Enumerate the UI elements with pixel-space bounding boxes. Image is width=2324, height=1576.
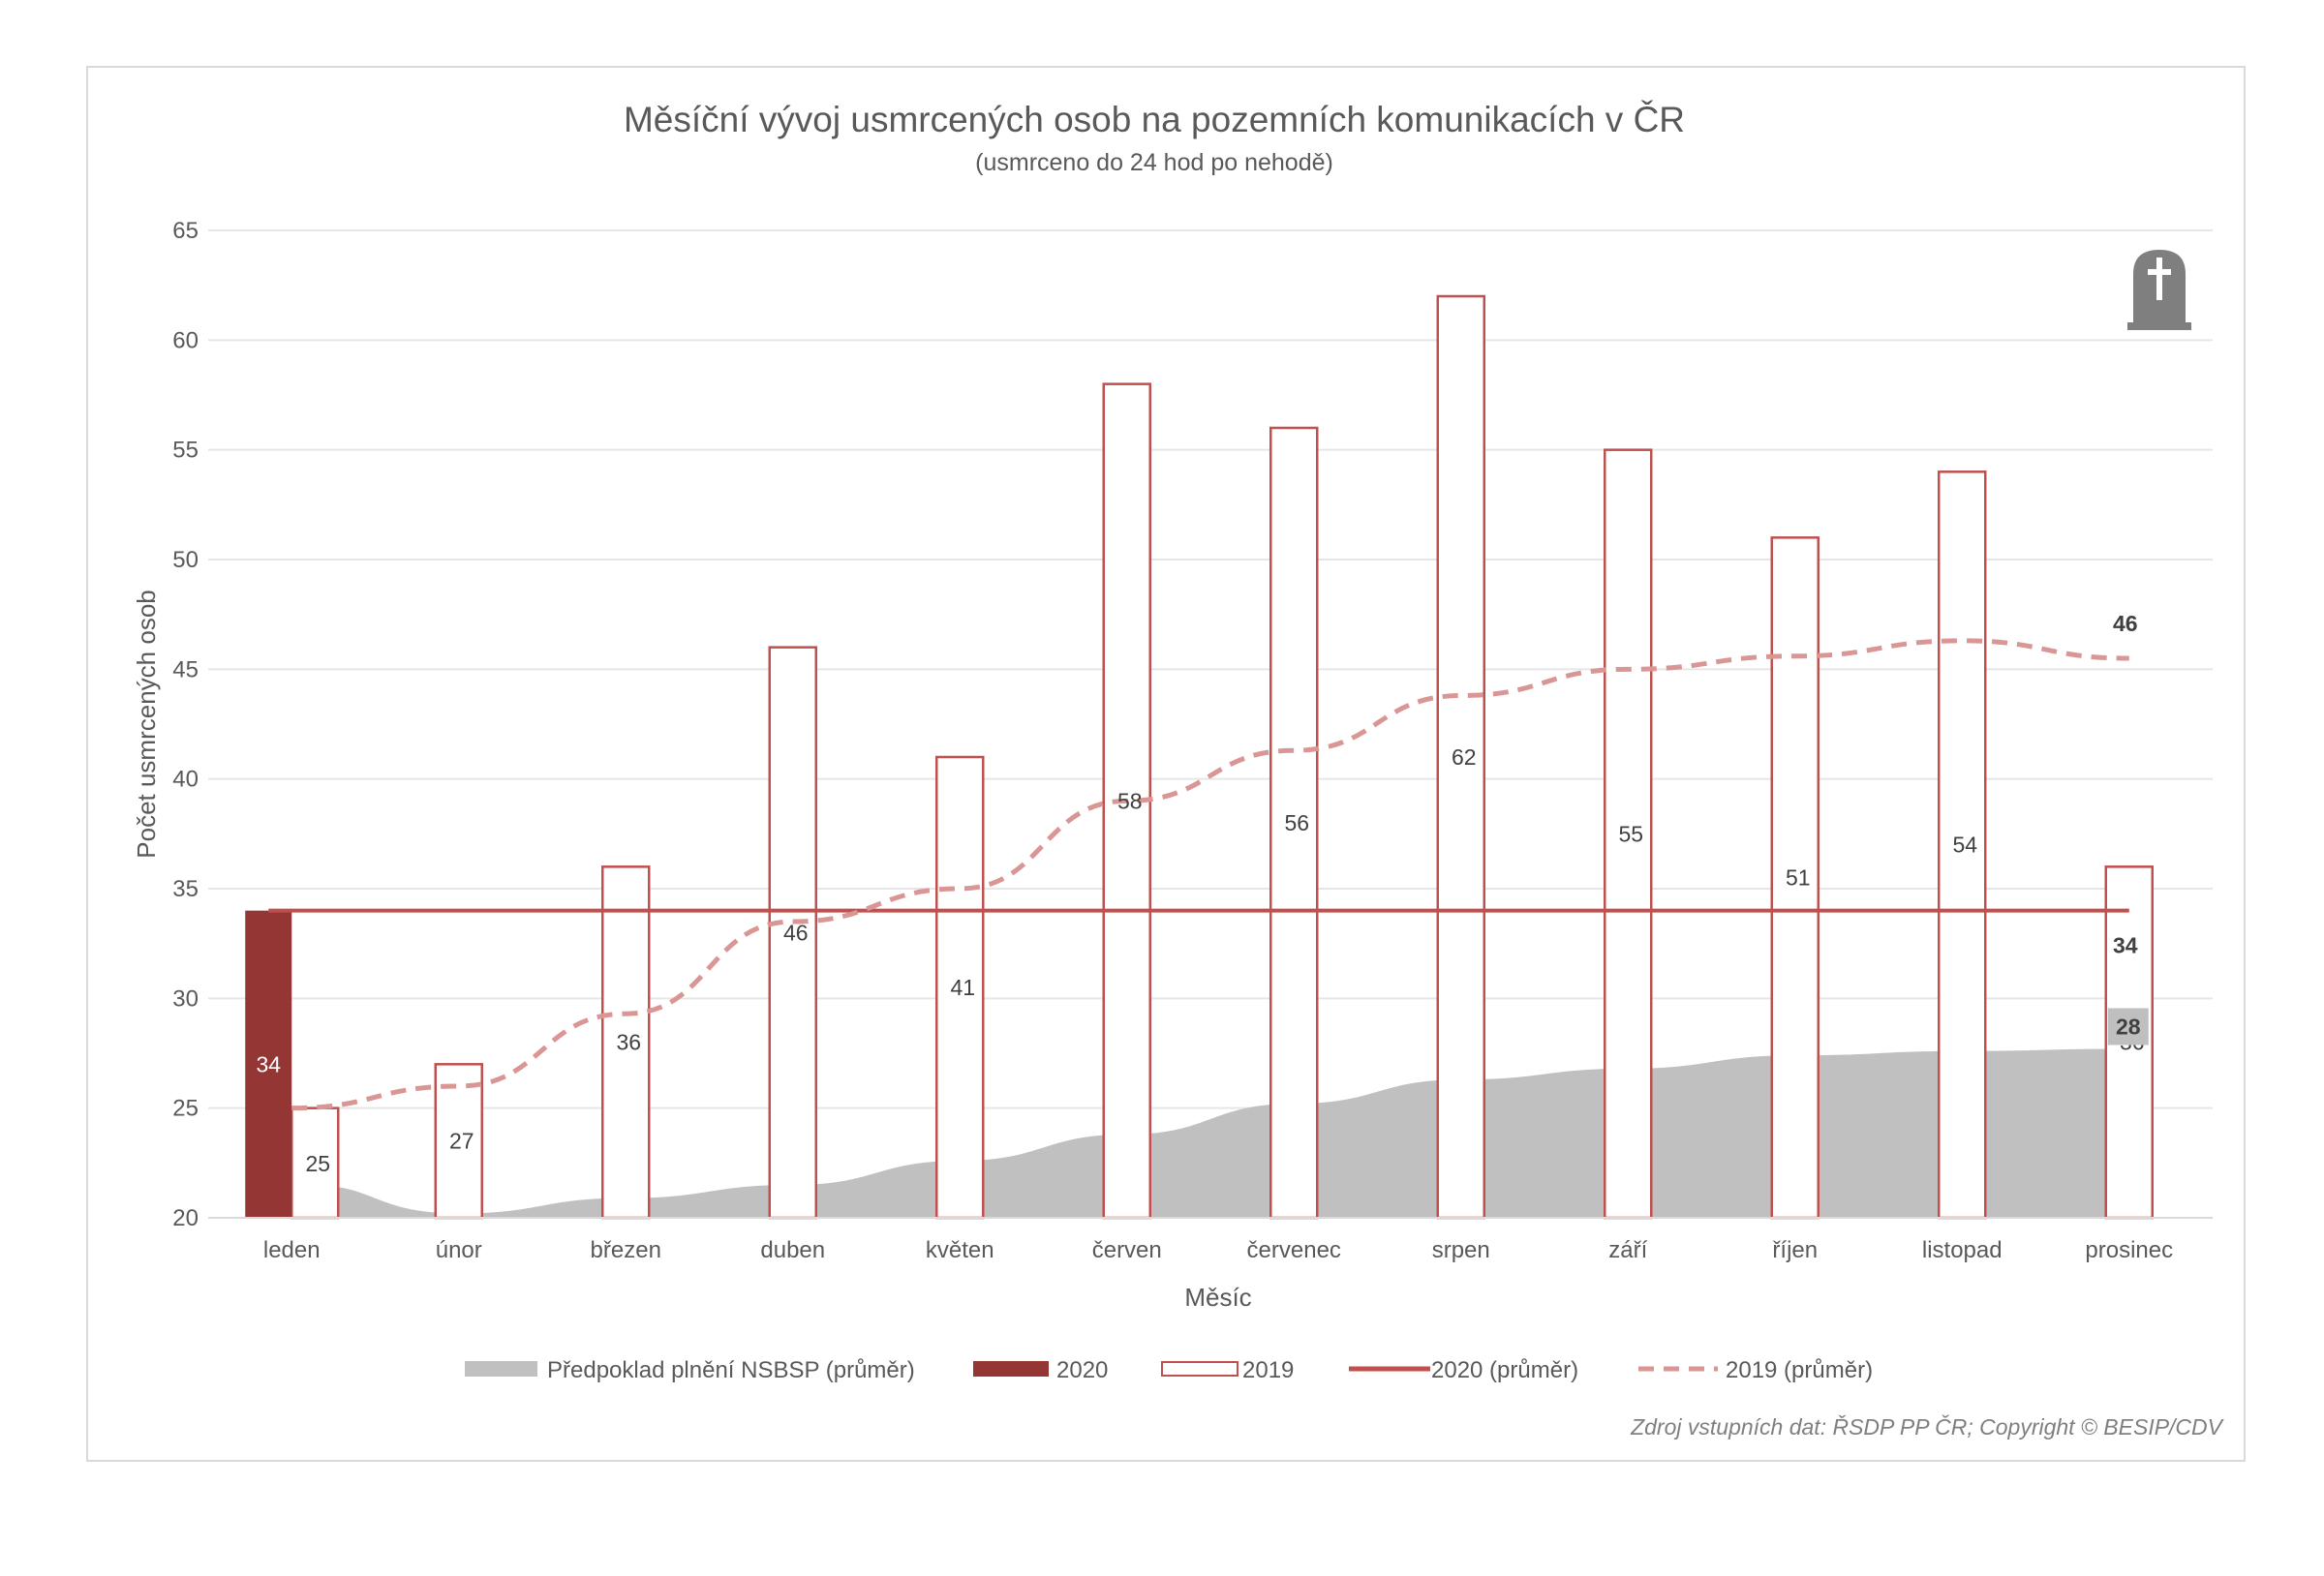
gravestone-icon xyxy=(2127,250,2191,330)
y-tick-label: 50 xyxy=(172,547,199,573)
gravestone-base xyxy=(2127,322,2191,330)
label-2019-listopad: 54 xyxy=(1952,833,1977,858)
y-tick-label: 65 xyxy=(172,218,199,244)
label-2019-květen: 41 xyxy=(950,975,975,1000)
y-tick-label: 55 xyxy=(172,438,199,464)
legend-swatch xyxy=(973,1361,1049,1377)
bars-2020 xyxy=(245,910,292,1218)
x-tick-březen: březen xyxy=(591,1237,661,1263)
chart-subtitle: (usmrceno do 24 hod po nehodě) xyxy=(975,149,1333,176)
label-2019-leden: 25 xyxy=(305,1151,330,1176)
area-nsbsp xyxy=(311,1048,2153,1218)
end-label-nsbsp: 28 xyxy=(2116,1014,2141,1039)
x-tick-září: září xyxy=(1608,1237,1647,1263)
y-tick-label: 35 xyxy=(172,876,199,902)
bar-2019-srpen xyxy=(1436,294,1485,1220)
chart-title: Měsíční vývoj usmrcených osob na pozemní… xyxy=(624,100,1685,139)
legend-item-2: 2020 xyxy=(973,1357,1108,1383)
label-2019-duben: 46 xyxy=(783,920,809,945)
x-tick-listopad: listopad xyxy=(1922,1237,2003,1263)
y-tick-label: 45 xyxy=(172,656,199,682)
bar-2020-leden xyxy=(245,910,292,1218)
legend-swatch xyxy=(465,1361,537,1377)
bar-2019-září xyxy=(1604,448,1653,1220)
end-label-2020-avg: 34 xyxy=(2113,933,2138,958)
label-2019-březen: 36 xyxy=(616,1030,641,1055)
label-2019-říjen: 51 xyxy=(1786,865,1811,891)
label-2019-září: 55 xyxy=(1618,821,1643,846)
y-tick-label: 30 xyxy=(172,985,199,1012)
x-tick-únor: únor xyxy=(436,1237,482,1263)
line-2019-avg xyxy=(291,638,2129,1111)
x-tick-srpen: srpen xyxy=(1432,1237,1490,1263)
end-label-2019-avg: 46 xyxy=(2113,611,2138,636)
label-2019-červenec: 56 xyxy=(1284,810,1309,835)
y-tick-label: 60 xyxy=(172,327,199,353)
bars-2019 xyxy=(290,294,2154,1220)
legend-label: 2020 xyxy=(1056,1357,1108,1383)
legend-label: 2019 xyxy=(1242,1357,1294,1383)
bar-2019-květen xyxy=(935,755,985,1220)
label-2019-únor: 27 xyxy=(449,1129,474,1154)
cross-horizontal xyxy=(2148,269,2171,275)
bar-2019-listopad xyxy=(1938,470,1987,1220)
legend-item-5: 2019 (průměr) xyxy=(1638,1357,1873,1383)
end-label-nsbsp-box xyxy=(2107,1008,2149,1046)
x-tick-červenec: červenec xyxy=(1247,1237,1341,1263)
legend-item-1: Předpoklad plnění NSBSP (průměr) xyxy=(465,1357,915,1383)
x-tick-duben: duben xyxy=(760,1237,825,1263)
label-2019-červen: 58 xyxy=(1117,788,1143,813)
x-axis-title: Měsíc xyxy=(1184,1283,1251,1312)
legend-swatch xyxy=(1161,1361,1238,1377)
source-note: Zdroj vstupních dat: ŘSDP PP ČR; Copyrig… xyxy=(1630,1413,2225,1440)
y-tick-label: 25 xyxy=(172,1096,199,1122)
legend-item-3: 2019 xyxy=(1161,1357,1294,1383)
bar-2019-březen xyxy=(601,865,651,1220)
label-2019-srpen: 62 xyxy=(1452,744,1477,770)
bar-2019-duben xyxy=(768,646,817,1220)
legend: Předpoklad plnění NSBSP (průměr) 2020 2019… xyxy=(465,1357,1873,1383)
y-axis-title: Počet usmrcených osob xyxy=(132,590,161,858)
legend-label: 2019 (průměr) xyxy=(1726,1357,1873,1383)
label-2020-leden: 34 xyxy=(256,1051,281,1076)
x-tick-prosinec: prosinec xyxy=(2085,1237,2173,1263)
x-tick-květen: květen xyxy=(926,1237,994,1263)
legend-item-4: 2020 (průměr) xyxy=(1349,1357,1578,1383)
y-tick-label: 20 xyxy=(172,1205,199,1231)
y-tick-label: 40 xyxy=(172,767,199,793)
x-tick-leden: leden xyxy=(263,1237,321,1263)
cross-vertical xyxy=(2156,258,2162,300)
legend-label: 2020 (průměr) xyxy=(1431,1357,1578,1383)
chart-frame xyxy=(86,66,2246,1462)
x-tick-červen: červen xyxy=(1092,1237,1162,1263)
legend-label: Předpoklad plnění NSBSP (průměr) xyxy=(547,1357,915,1383)
x-tick-říjen: říjen xyxy=(1772,1237,1818,1263)
